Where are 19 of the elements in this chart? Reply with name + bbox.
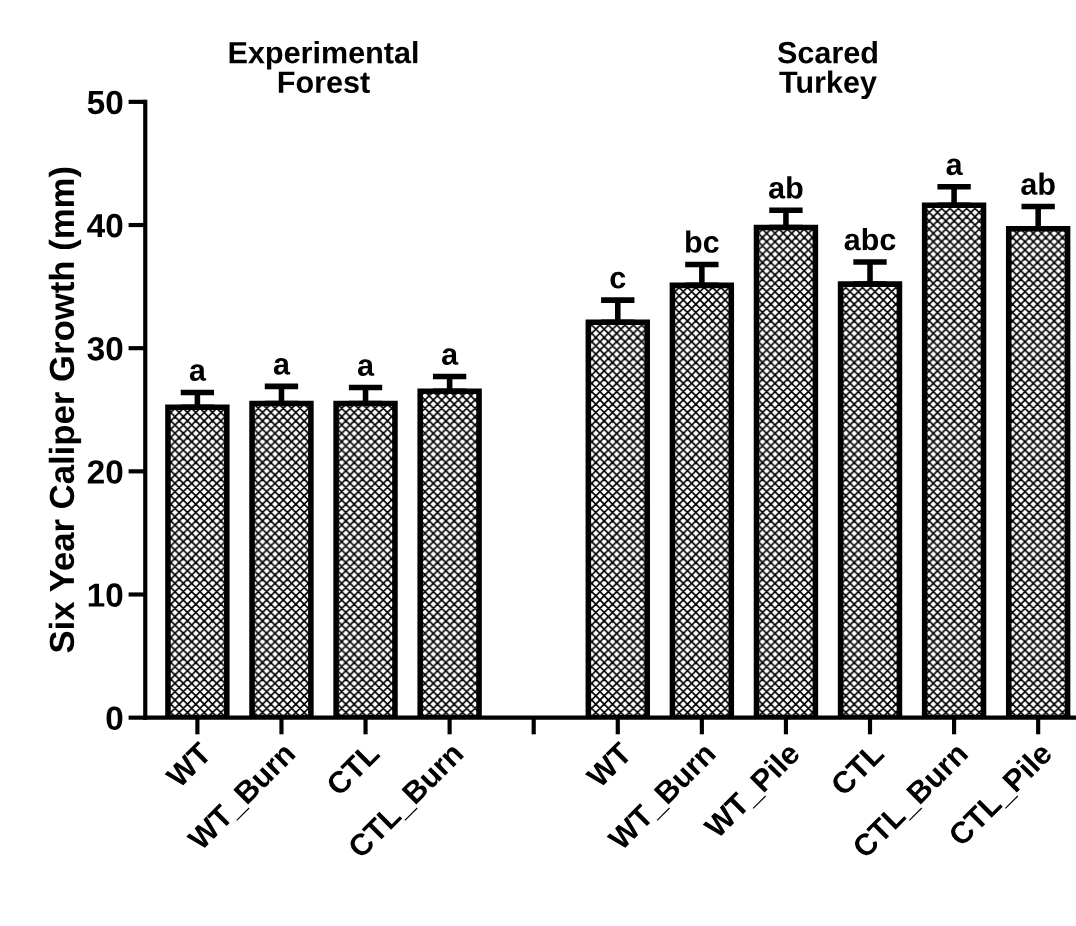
y-tick-label: 0 — [106, 706, 123, 731]
text: Experimental Forest — [229, 41, 418, 94]
data-label: ab — [769, 176, 803, 199]
data-label: a — [189, 364, 207, 381]
data-label: abc — [844, 227, 896, 251]
y-tick-label: 50 — [87, 90, 123, 115]
data-label: bc — [686, 230, 719, 253]
data-label: c — [610, 271, 626, 289]
y-tick-label: 30 — [87, 336, 123, 361]
data-label: a — [946, 158, 963, 176]
data-label: a — [273, 358, 291, 375]
text: Scared Turkey — [777, 41, 877, 100]
data-label: a — [357, 359, 375, 376]
y-tick-label: 10 — [88, 583, 123, 607]
data-label: a — [442, 348, 459, 365]
data-label: ab — [1021, 172, 1055, 195]
y-axis-title: Six Year Caliper Growth (mm) — [48, 167, 82, 653]
y-tick-label: 20 — [87, 460, 123, 484]
y-tick-label: 40 — [87, 213, 123, 238]
